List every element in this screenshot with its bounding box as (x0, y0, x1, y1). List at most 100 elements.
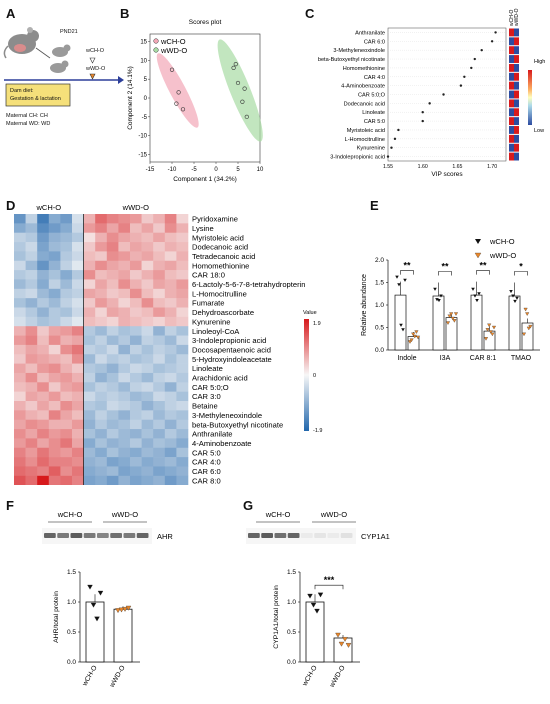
heatmap-cell (60, 382, 73, 392)
heatmap-cell (37, 288, 50, 299)
heatmap-cell (48, 363, 61, 374)
x-tick-label: -15 (146, 167, 155, 173)
vip-point (463, 75, 466, 78)
heatmap-cell (118, 401, 131, 411)
heatmap-cell (176, 279, 189, 290)
heatmap-cell (95, 298, 108, 308)
heatmap-cell (95, 223, 108, 233)
heatmap-cell (25, 419, 38, 430)
heatmap-cell (141, 410, 154, 420)
heatmap-row-label: 4-Aminobenzoate (192, 439, 252, 448)
legend-marker-wwd (474, 252, 482, 259)
heatmap-cell (176, 335, 189, 346)
heatmap-cell (176, 382, 189, 392)
vip-cell (514, 28, 519, 37)
heatmap-cell (60, 251, 73, 262)
heatmap-cell (153, 279, 166, 290)
data-point-wwd (491, 325, 497, 330)
legend-label: wWD-O (489, 251, 516, 260)
score-point (180, 107, 186, 112)
heatmap-cell (95, 335, 108, 346)
heatmap-cell (83, 288, 96, 299)
heatmap-cell (14, 326, 26, 336)
heatmap-cell (37, 344, 50, 355)
heatmap-cell (106, 232, 119, 243)
legend-low: Low (534, 128, 544, 134)
y-tick-label: 5 (144, 77, 148, 83)
data-point-wch (399, 323, 403, 327)
heatmap-cell (37, 447, 50, 458)
vip-cell (509, 63, 514, 72)
panel-label-d: D (6, 198, 16, 213)
heatmap-cell (106, 457, 119, 467)
heatmap-cell (25, 401, 38, 411)
heatmap-cell (14, 354, 26, 364)
heatmap-cell (14, 447, 26, 458)
heatmap-cell (164, 363, 177, 374)
heatmap-cell (72, 307, 84, 318)
vip-cell (514, 108, 519, 117)
y-tick-label: 0.5 (375, 325, 384, 332)
heatmap-cell (130, 251, 142, 262)
heatmap-cell (37, 326, 50, 336)
heatmap-cell (72, 232, 84, 243)
heatmap-row-label: CAR 18:0 (192, 271, 225, 280)
y-axis-label: CYP1A1/total protein (273, 585, 280, 649)
heatmap-cell (130, 335, 142, 346)
heatmap-cell (141, 466, 154, 477)
blot-band (70, 533, 83, 538)
heatmap-cell (118, 457, 131, 467)
heatmap-cell (72, 466, 84, 477)
heatmap-cell (60, 232, 73, 243)
data-point-wch (509, 290, 513, 294)
color-scale-min: -1.9 (313, 428, 322, 434)
heatmap-cell (48, 410, 61, 420)
data-point-wch (401, 328, 405, 332)
heatmap-cell (25, 363, 38, 374)
heatmap-cell (118, 335, 131, 346)
heatmap-cell (37, 316, 50, 327)
heatmap-cell (83, 270, 96, 280)
heatmap-cell (72, 242, 84, 252)
y-tick-label: 1.0 (375, 302, 384, 309)
y-axis-label: Component 2 (14.1%) (127, 66, 134, 130)
x-tick-label: I3A (440, 355, 451, 362)
heatmap-cell (176, 307, 189, 318)
heatmap-cell (130, 419, 142, 430)
heatmap-cell (72, 410, 84, 420)
heatmap-cell (60, 438, 73, 449)
data-point-wch (395, 275, 399, 279)
data-point-wwd (414, 330, 419, 334)
heatmap-cell (164, 429, 177, 439)
heatmap-cell (95, 260, 108, 271)
heatmap-cell (60, 223, 73, 233)
data-point-wwd (412, 334, 417, 339)
heatmap-cell (141, 429, 154, 439)
heatmap-cell (14, 270, 26, 280)
heatmap-row-label: Linoleate (192, 364, 223, 373)
heatmap-cell (106, 438, 119, 449)
heatmap-cell (83, 223, 96, 233)
heatmap-cell (130, 372, 142, 383)
x-tick-label: wWD-O (108, 665, 126, 690)
x-tick-label: wCH-O (301, 665, 319, 689)
heatmap-row-label: Dehydroascorbate (192, 308, 254, 317)
data-point-wch (471, 287, 475, 291)
heatmap-cell (130, 260, 142, 271)
heatmap-cell (83, 391, 96, 402)
heatmap-cell (141, 223, 154, 233)
heatmap-cell (25, 326, 38, 336)
color-scale-mid: 0 (313, 373, 316, 379)
heatmap-cell (153, 298, 166, 308)
heatmap-cell (118, 419, 131, 430)
heatmap-cell (130, 363, 142, 374)
heatmap-cell (60, 288, 73, 299)
heatmap-cell (106, 410, 119, 420)
heatmap-cell (118, 232, 131, 243)
data-point-wch (437, 299, 441, 303)
heatmap-cell (164, 251, 177, 262)
y-tick-label: 1.0 (67, 599, 76, 606)
heatmap-cell (176, 401, 189, 411)
heatmap-row-label: CAR 4:0 (192, 458, 221, 467)
y-tick-label: 1.5 (67, 569, 76, 576)
